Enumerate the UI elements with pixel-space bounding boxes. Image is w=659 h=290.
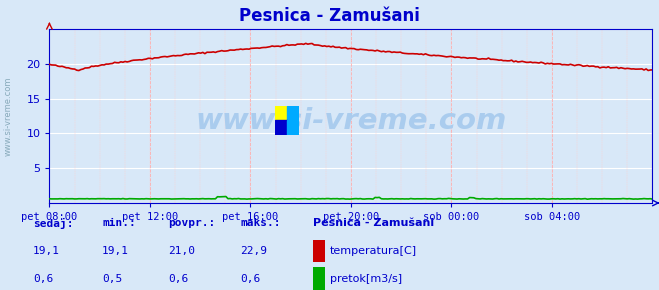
Bar	[287, 120, 299, 135]
Text: Pesnica - Zamušani: Pesnica - Zamušani	[313, 218, 434, 229]
Text: min.:: min.:	[102, 218, 136, 229]
Text: 0,5: 0,5	[102, 274, 123, 284]
Text: www.si-vreme.com: www.si-vreme.com	[3, 76, 13, 156]
Text: sedaj:: sedaj:	[33, 218, 73, 229]
Text: 19,1: 19,1	[102, 246, 129, 256]
Text: www.si-vreme.com: www.si-vreme.com	[195, 107, 507, 135]
Text: maks.:: maks.:	[241, 218, 281, 229]
Text: 0,6: 0,6	[33, 274, 53, 284]
Bar	[275, 120, 287, 135]
Text: 22,9: 22,9	[241, 246, 268, 256]
Text: Pesnica - Zamušani: Pesnica - Zamušani	[239, 7, 420, 25]
Bar	[313, 267, 325, 290]
Bar	[287, 106, 299, 120]
Text: povpr.:: povpr.:	[168, 218, 215, 229]
Text: temperatura[C]: temperatura[C]	[330, 246, 417, 256]
Text: 21,0: 21,0	[168, 246, 195, 256]
Text: 19,1: 19,1	[33, 246, 60, 256]
Text: pretok[m3/s]: pretok[m3/s]	[330, 274, 402, 284]
Bar	[275, 106, 287, 120]
Text: 0,6: 0,6	[168, 274, 188, 284]
Text: 0,6: 0,6	[241, 274, 261, 284]
Bar	[313, 240, 325, 262]
